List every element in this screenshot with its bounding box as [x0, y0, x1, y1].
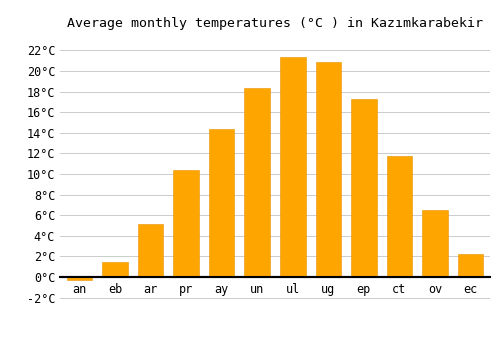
- Bar: [67, 277, 92, 280]
- Bar: [280, 57, 305, 277]
- Bar: [316, 62, 341, 277]
- Bar: [174, 170, 199, 277]
- Bar: [102, 262, 128, 277]
- Bar: [209, 129, 234, 277]
- Bar: [458, 254, 483, 277]
- Bar: [244, 88, 270, 277]
- Bar: [351, 99, 376, 277]
- Bar: [138, 224, 164, 277]
- Bar: [386, 155, 412, 277]
- Title: Average monthly temperatures (°C ) in Kazımkarabekir: Average monthly temperatures (°C ) in Ka…: [67, 17, 483, 30]
- Bar: [422, 210, 448, 277]
